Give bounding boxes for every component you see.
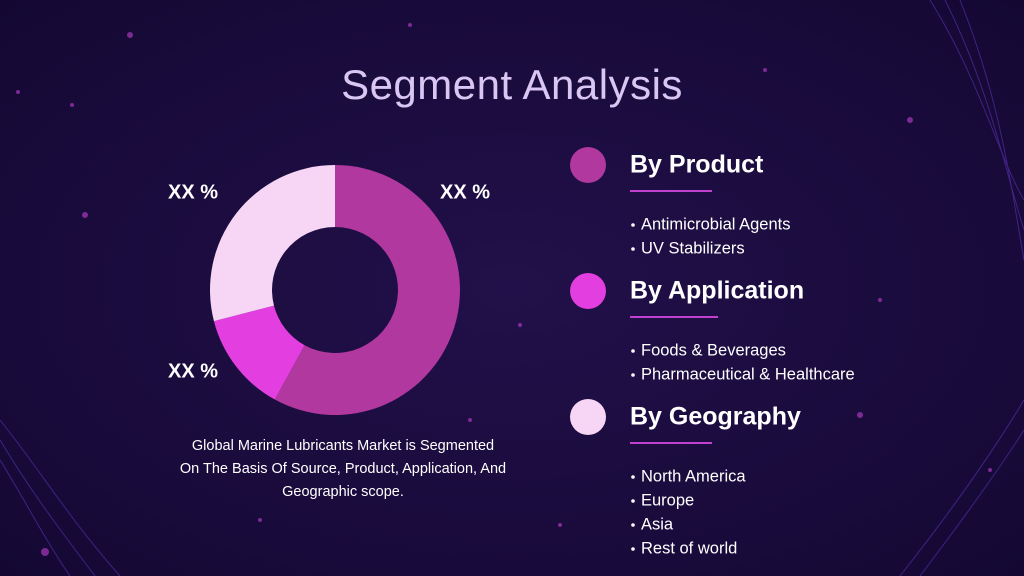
segment-item: Foods & Beverages (641, 341, 786, 359)
stars (16, 23, 992, 556)
title-underline (630, 190, 712, 192)
segments: By Product Antimicrobial Agents UV Stabili… (570, 147, 855, 557)
segment-icon (570, 147, 606, 183)
segment-item: Pharmaceutical & Healthcare (641, 365, 855, 383)
title: Segment Analysis (341, 61, 683, 108)
bullet (631, 475, 635, 479)
title-underline (630, 442, 712, 444)
caption-line: Geographic scope. (282, 484, 404, 500)
bullet (631, 523, 635, 527)
bullet (631, 223, 635, 227)
bullet (631, 373, 635, 377)
segment-title: By Geography (630, 403, 801, 431)
segment-icon (570, 399, 606, 435)
segment-item: Europe (641, 491, 694, 509)
bullet (631, 547, 635, 551)
donut-segment (213, 305, 305, 400)
value-label: XX % (168, 181, 218, 203)
segment-item: North America (641, 467, 746, 485)
bullet (631, 247, 635, 251)
segment-title: By Application (630, 277, 804, 305)
bullet (631, 499, 635, 503)
segment-item: Rest of world (641, 539, 737, 557)
donut-chart: XX % XX % XX % (168, 165, 490, 415)
segment-item: UV Stabilizers (641, 239, 745, 257)
value-label: XX % (168, 360, 218, 382)
caption-line: On The Basis Of Source, Product, Applica… (180, 461, 506, 477)
segment-title: By Product (630, 151, 764, 179)
segment-icon (570, 273, 606, 309)
segment-item: Asia (641, 515, 674, 533)
bullet (631, 349, 635, 353)
donut-segment (274, 165, 461, 415)
segment-item: Antimicrobial Agents (641, 215, 791, 233)
title-underline (630, 316, 718, 318)
caption-line: Global Marine Lubricants Market is Segme… (192, 438, 494, 454)
value-label: XX % (440, 181, 490, 203)
donut-segment (210, 165, 335, 322)
